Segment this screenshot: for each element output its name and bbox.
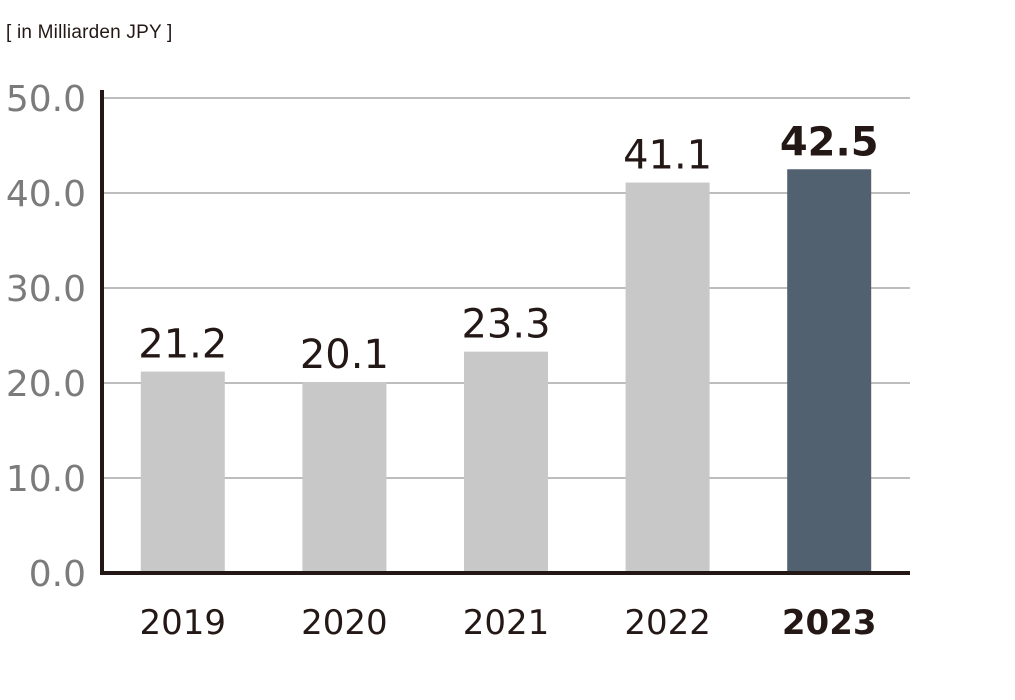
x-tick-label-2023: 2023: [782, 603, 877, 643]
y-tick-label: 10.0: [6, 459, 86, 500]
y-tick-label: 30.0: [6, 269, 86, 310]
y-tick-label: 0.0: [29, 554, 86, 595]
y-tick-label: 40.0: [6, 174, 86, 215]
bar-value-label-2019: 21.2: [138, 322, 227, 368]
unit-label: [ in Milliarden JPY ]: [6, 22, 173, 43]
axes: [100, 90, 910, 575]
bar-value-label-2023: 42.5: [780, 119, 879, 165]
bar-value-label-2021: 23.3: [461, 302, 550, 348]
y-tick-label: 50.0: [6, 79, 86, 120]
x-tick-label-2021: 2021: [463, 603, 550, 643]
bar-2022: [625, 182, 710, 574]
y-tick-label: 20.0: [6, 364, 86, 405]
bar-2019: [140, 371, 225, 573]
bars: [140, 169, 872, 574]
bar-2020: [302, 382, 387, 573]
x-tick-label-2020: 2020: [301, 603, 388, 643]
x-tick-label-2019: 2019: [140, 603, 227, 643]
bar-value-label-2020: 20.1: [300, 332, 389, 378]
labels: 0.0 10.0 20.0 30.0 40.0 50.0 21.2 2019 20.1 2020 2…: [6, 79, 879, 643]
x-tick-label-2022: 2022: [624, 603, 711, 643]
bar-2023: [787, 169, 872, 573]
bar-2021: [464, 351, 548, 573]
bar-value-label-2022: 41.1: [623, 133, 712, 179]
